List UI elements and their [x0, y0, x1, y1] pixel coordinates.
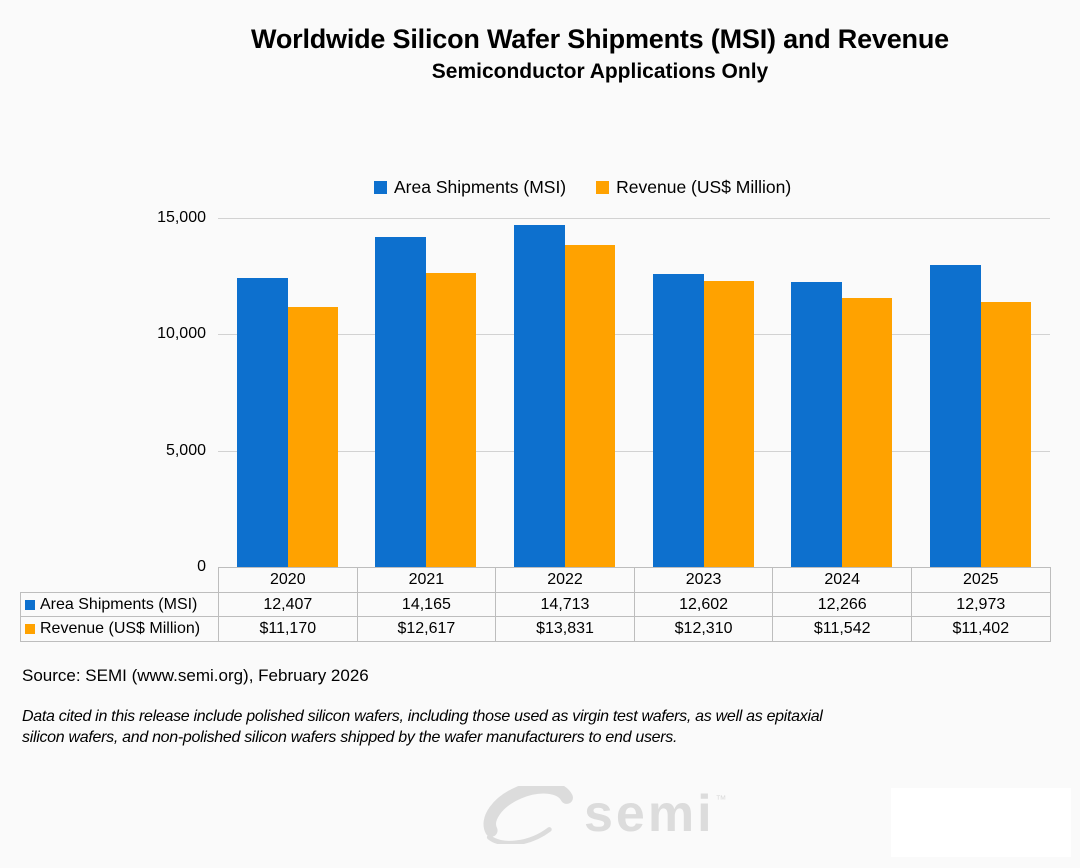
value-cell: $11,402 — [910, 616, 1051, 642]
bar-revenue-2020 — [287, 307, 338, 567]
value-cell: 12,266 — [772, 592, 912, 617]
legend-label-revenue: Revenue (US$ Million) — [616, 177, 792, 197]
value-cell: 12,407 — [218, 592, 358, 617]
y-axis-tick-label: 10,000 — [157, 325, 206, 343]
value-cell: $12,310 — [633, 616, 774, 642]
chart-title: Worldwide Silicon Wafer Shipments (MSI) … — [251, 24, 949, 54]
year-header-cell: 2020 — [218, 567, 358, 593]
bar-revenue-2022 — [565, 245, 615, 567]
year-header-cell: 2021 — [356, 567, 497, 593]
value-cell: $11,542 — [772, 616, 912, 642]
revenue-row-swatch-icon — [25, 624, 35, 634]
bar-revenue-2021 — [426, 273, 477, 567]
year-header-cell: 2024 — [772, 567, 912, 593]
bar-revenue-2024 — [842, 298, 893, 567]
bar-shipments-2024 — [791, 281, 843, 567]
footnote: Data cited in this release include polis… — [22, 706, 823, 748]
bar-revenue-2025 — [980, 301, 1031, 567]
bar-shipments-2023 — [652, 273, 704, 567]
value-cell: $13,831 — [495, 616, 635, 642]
value-cell: 12,602 — [633, 592, 774, 617]
value-cell: 14,165 — [356, 592, 497, 617]
value-cell: 12,973 — [910, 592, 1051, 617]
y-axis-tick-label: 0 — [197, 558, 206, 575]
value-cell: $12,617 — [356, 616, 497, 642]
chart-data-table: 2020 2021 2022 2023 2024 2025 Area Shipments (… — [20, 567, 1051, 642]
bar-revenue-2023 — [703, 280, 754, 567]
y-gridline-5000 — [218, 450, 1050, 452]
legend-item-shipments: Area Shipments (MSI) — [374, 177, 566, 198]
value-cell: $11,170 — [218, 616, 358, 642]
footnote-line2: silicon wafers, and non-polished silicon… — [22, 729, 678, 746]
y-gridline-15000 — [218, 218, 1050, 219]
chart-subtitle: Semiconductor Applications Only — [431, 60, 769, 83]
shipments-row-swatch-icon — [25, 599, 35, 610]
legend-label-shipments: Area Shipments (MSI) — [394, 177, 567, 197]
series-name: Revenue (US$ Million) — [40, 620, 201, 637]
shipments-swatch-icon — [374, 181, 387, 194]
y-gridline-10000 — [218, 334, 1050, 336]
table-corner-empty — [21, 568, 219, 593]
table-row: Revenue (US$ Million) $11,170 $12,617 $13,8… — [20, 616, 1051, 642]
table-row: Area Shipments (MSI) 12,407 14,165 14,713 12… — [20, 592, 1051, 617]
y-axis-tick-label: 5,000 — [165, 441, 206, 459]
white-cover-box — [891, 788, 1071, 857]
bar-shipments-2020 — [236, 278, 288, 567]
semi-logo: semi ™ — [478, 786, 727, 844]
value-cell: 14,713 — [495, 592, 635, 617]
bar-shipments-2021 — [375, 237, 427, 567]
chart-legend: Area Shipments (MSI) Revenue (US$ Millio… — [374, 177, 791, 198]
revenue-swatch-icon — [596, 181, 610, 194]
series-label-cell: Area Shipments (MSI) — [20, 592, 219, 617]
series-label-cell: Revenue (US$ Million) — [20, 616, 219, 642]
year-header-cell: 2023 — [633, 567, 774, 593]
bar-shipments-2022 — [514, 224, 565, 567]
bar-shipments-2025 — [929, 265, 981, 567]
semi-logo-text: semi — [584, 785, 715, 843]
year-header-cell: 2022 — [495, 567, 635, 593]
legend-item-revenue: Revenue (US$ Million) — [596, 177, 791, 198]
footnote-line1: Data cited in this release include polis… — [22, 708, 823, 725]
year-header-cell: 2025 — [910, 567, 1051, 593]
chart-title-block: Worldwide Silicon Wafer Shipments (MSI) … — [120, 24, 1080, 84]
semi-swoosh-icon — [483, 786, 573, 844]
source-text: Source: SEMI (www.semi.org), February 20… — [22, 666, 369, 685]
semi-logo-trademark: ™ — [715, 794, 727, 806]
y-axis-tick-label: 15,000 — [157, 209, 206, 226]
series-name: Area Shipments (MSI) — [40, 595, 198, 613]
